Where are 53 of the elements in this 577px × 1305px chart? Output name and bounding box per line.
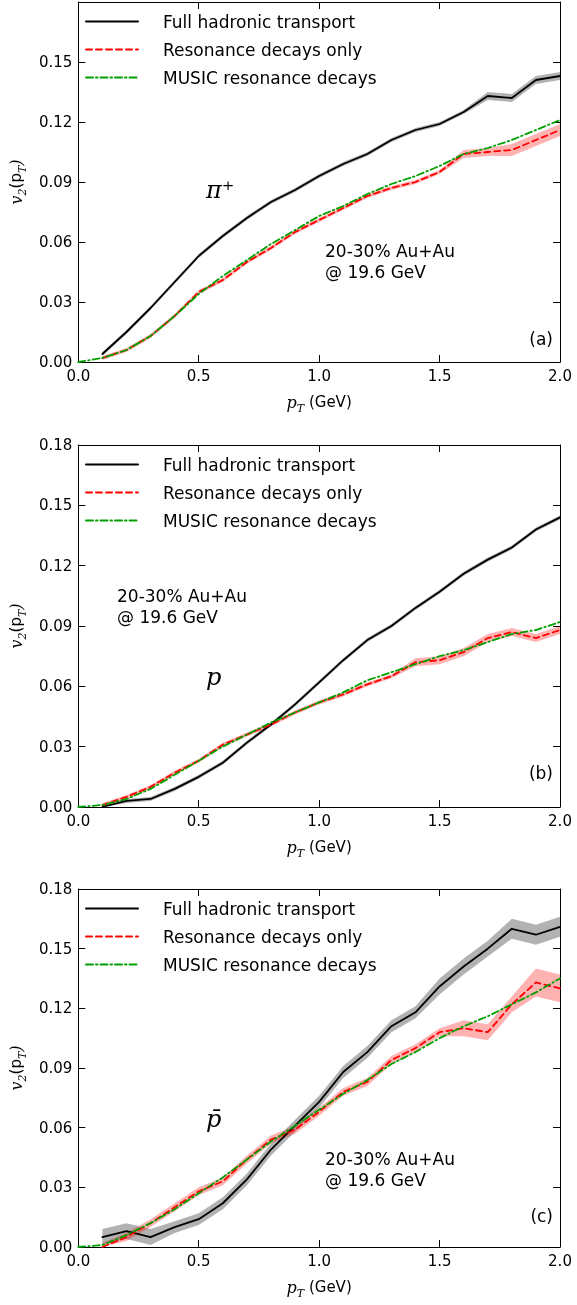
x-tick-label: 0.5 — [186, 811, 211, 830]
y-tick-label: 0.03 — [38, 737, 73, 756]
y-axis-title: v2(pT) — [6, 603, 29, 649]
y-axis-title: v2(pT) — [6, 1045, 29, 1091]
x-tick-label: 1.5 — [427, 366, 452, 385]
x-tick-label: 0.5 — [186, 1251, 211, 1270]
annotation: 20-30% Au+Au @ 19.6 GeV — [325, 1148, 456, 1190]
legend-label: Full hadronic transport — [163, 454, 356, 475]
x-tick-label: 0.0 — [66, 366, 91, 385]
legend-label: Resonance decays only — [163, 926, 363, 947]
legend-label: MUSIC resonance decays — [163, 67, 377, 88]
x-tick-label: 1.0 — [307, 811, 332, 830]
y-tick-label: 0.03 — [38, 293, 73, 311]
y-tick-label: 0.06 — [38, 677, 73, 696]
x-tick-label: 2.0 — [548, 811, 572, 830]
y-tick-label: 0.18 — [38, 436, 73, 454]
y-tick-label: 0.09 — [38, 617, 73, 635]
annotation: 20-30% Au+Au @ 19.6 GeV — [325, 240, 456, 282]
legend-label: Resonance decays only — [163, 482, 363, 503]
x-tick-label: 1.0 — [307, 1251, 332, 1270]
y-tick-label: 0.03 — [38, 1178, 73, 1197]
x-tick-label: 2.0 — [548, 1251, 572, 1270]
legend-label: MUSIC resonance decays — [163, 954, 377, 975]
legend-label: MUSIC resonance decays — [163, 510, 377, 531]
y-tick-label: 0.18 — [38, 880, 73, 898]
legend-label: Full hadronic transport — [163, 898, 356, 919]
annotation: π⁺ — [205, 176, 235, 204]
x-tick-label: 0.0 — [66, 1251, 91, 1270]
x-tick-label: 1.0 — [307, 366, 332, 385]
y-tick-label: 0.12 — [38, 113, 73, 131]
annotation: p̄ — [206, 1105, 222, 1133]
x-tick-label: 0.5 — [186, 366, 211, 385]
x-tick-label: 0.0 — [66, 811, 91, 830]
y-tick-label: 0.06 — [38, 1118, 73, 1137]
y-tick-label: 0.12 — [38, 999, 73, 1018]
x-tick-label: 1.5 — [427, 811, 452, 830]
annotation: (c) — [530, 1205, 554, 1226]
x-tick-label: 1.5 — [427, 1251, 452, 1270]
y-tick-label: 0.15 — [38, 939, 73, 958]
legend-label: Resonance decays only — [163, 39, 363, 60]
annotation: p — [206, 663, 222, 691]
annotation: 20-30% Au+Au @ 19.6 GeV — [117, 585, 248, 627]
annotation: (a) — [529, 328, 554, 349]
y-tick-label: 0.09 — [38, 173, 73, 191]
y-tick-label: 0.15 — [38, 496, 73, 515]
annotation: (b) — [528, 762, 554, 783]
y-tick-label: 0.06 — [38, 233, 73, 251]
y-tick-label: 0.15 — [38, 53, 73, 71]
y-tick-label: 0.09 — [38, 1059, 73, 1077]
x-tick-label: 2.0 — [548, 366, 572, 385]
legend-label: Full hadronic transport — [163, 11, 356, 32]
y-tick-label: 0.12 — [38, 556, 73, 575]
y-axis-title: v2(pT) — [6, 159, 29, 205]
